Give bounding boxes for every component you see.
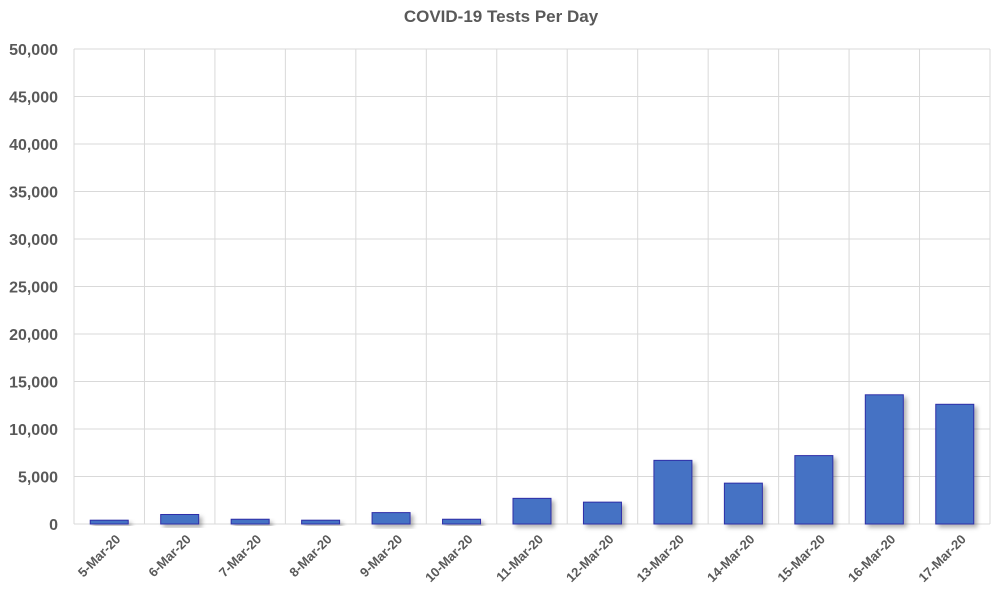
- x-tick-label: 14-Mar-20: [704, 532, 758, 586]
- bars: [89, 394, 975, 525]
- x-tick-label: 17-Mar-20: [915, 532, 969, 586]
- x-tick-label: 7-Mar-20: [216, 532, 264, 580]
- bar-17-Mar-20: [935, 403, 975, 525]
- bar-9-Mar-20: [371, 512, 411, 525]
- bar-5-Mar-20: [89, 519, 129, 525]
- bar-8-Mar-20: [301, 519, 341, 525]
- x-tick-label: 13-Mar-20: [634, 532, 688, 586]
- x-tick-label: 11-Mar-20: [493, 532, 546, 585]
- x-tick-label: 16-Mar-20: [845, 532, 899, 586]
- x-axis-ticks: 5-Mar-20 6-Mar-20 7-Mar-20 8-Mar-20 9-Mar-20…: [75, 532, 969, 586]
- gridlines: [73, 48, 991, 525]
- y-tick-label: 30,000: [9, 232, 58, 249]
- y-tick-label: 10,000: [9, 422, 58, 439]
- y-tick-label: 15,000: [9, 375, 58, 392]
- x-tick-label: 6-Mar-20: [145, 532, 193, 580]
- y-tick-label: 35,000: [9, 185, 58, 202]
- x-tick-label: 8-Mar-20: [286, 532, 334, 580]
- bar-7-Mar-20: [230, 518, 270, 525]
- bar-11-Mar-20: [512, 497, 552, 525]
- bar-15-Mar-20: [794, 455, 834, 525]
- bar-12-Mar-20: [582, 501, 622, 525]
- bar-10-Mar-20: [442, 518, 482, 525]
- bar-14-Mar-20: [723, 482, 763, 525]
- bar-16-Mar-20: [864, 394, 904, 525]
- y-tick-label: 5,000: [18, 470, 58, 487]
- x-tick-label: 5-Mar-20: [75, 532, 123, 580]
- bar-6-Mar-20: [160, 514, 200, 525]
- x-tick-label: 10-Mar-20: [422, 532, 476, 586]
- y-axis-ticks: 0 5,000 10,000 15,000 20,000 25,000 30,000 35,0…: [9, 42, 58, 534]
- chart-title: COVID-19 Tests Per Day: [404, 7, 599, 26]
- bar-13-Mar-20: [653, 459, 693, 525]
- x-tick-label: 9-Mar-20: [357, 532, 405, 580]
- y-tick-label: 45,000: [9, 90, 58, 107]
- x-tick-label: 15-Mar-20: [774, 532, 828, 586]
- y-tick-label: 0: [49, 517, 58, 534]
- y-tick-label: 25,000: [9, 280, 58, 297]
- y-tick-label: 40,000: [9, 137, 58, 154]
- y-tick-label: 20,000: [9, 327, 58, 344]
- x-tick-label: 12-Mar-20: [563, 532, 617, 586]
- y-tick-label: 50,000: [9, 42, 58, 59]
